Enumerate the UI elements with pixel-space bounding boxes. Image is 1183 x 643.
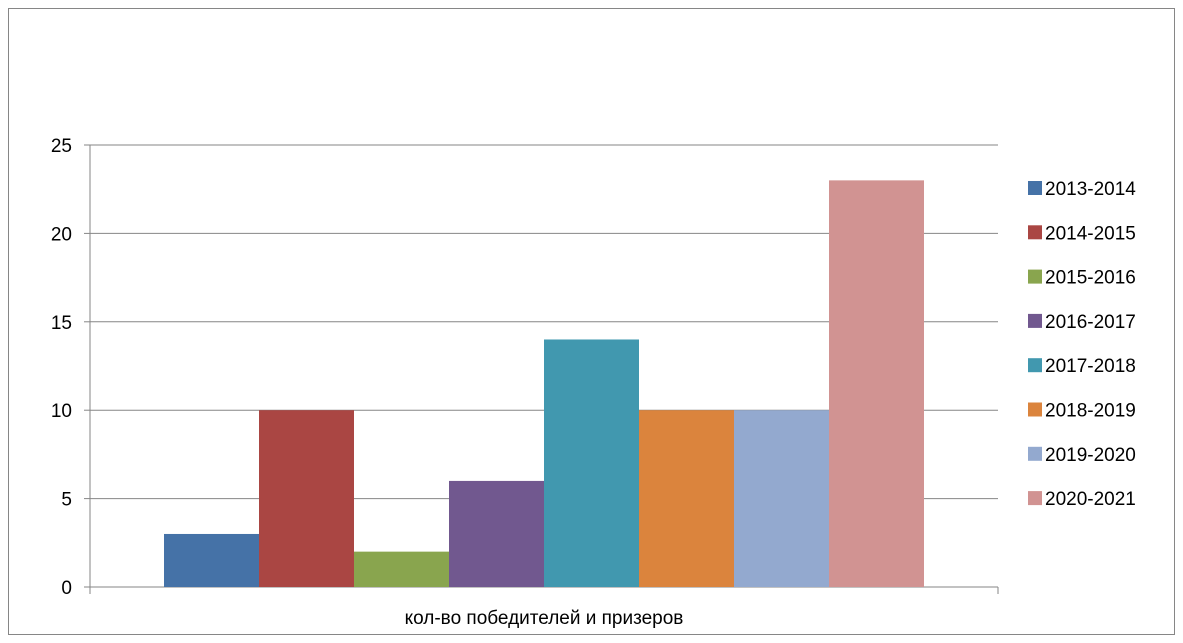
legend-label: 2020-2021	[1045, 489, 1136, 510]
legend-label: 2016-2017	[1045, 312, 1136, 333]
bar-2019-2020	[734, 410, 829, 587]
y-tick-label: 25	[51, 136, 72, 157]
bar-2016-2017	[449, 480, 544, 587]
bars	[164, 180, 924, 588]
bar-2018-2019	[639, 410, 734, 587]
bar-2015-2016	[354, 551, 449, 587]
y-tick-label: 10	[51, 401, 72, 422]
legend-label: 2015-2016	[1045, 268, 1136, 289]
legend-swatch-2018-2019	[1028, 402, 1042, 417]
legend-swatch-2020-2021	[1028, 491, 1042, 506]
legend-swatch-2019-2020	[1028, 446, 1042, 461]
bar-2017-2018	[544, 339, 639, 587]
legend-swatch-2015-2016	[1028, 269, 1042, 284]
legend-label: 2014-2015	[1045, 223, 1136, 244]
legend-label: 2018-2019	[1045, 401, 1136, 422]
legend-label: 2019-2020	[1045, 445, 1136, 466]
legend-label: 2013-2014	[1045, 179, 1136, 200]
y-tick-label: 20	[51, 224, 72, 245]
x-category-labels: кол-во победителей и призеров	[405, 608, 684, 629]
bar-2013-2014	[164, 533, 259, 587]
legend-swatch-2016-2017	[1028, 313, 1042, 328]
legend-swatch-2013-2014	[1028, 181, 1042, 195]
y-tick-labels: 0 5 10 15 20 25	[51, 136, 72, 599]
y-tick-label: 15	[51, 313, 72, 334]
y-tick-label: 5	[61, 490, 72, 511]
legend-swatch-2014-2015	[1028, 225, 1042, 240]
legend-swatch-2017-2018	[1028, 358, 1042, 373]
legend-label: 2017-2018	[1045, 356, 1136, 377]
x-category-label: кол-во победителей и призеров	[405, 608, 684, 629]
y-tick-label: 0	[61, 578, 72, 599]
legend: 2013-2014 2014-2015 2015-2016 2016-2017 2017…	[1028, 179, 1136, 510]
bar-2020-2021	[829, 180, 924, 588]
bar-2014-2015	[259, 410, 354, 587]
